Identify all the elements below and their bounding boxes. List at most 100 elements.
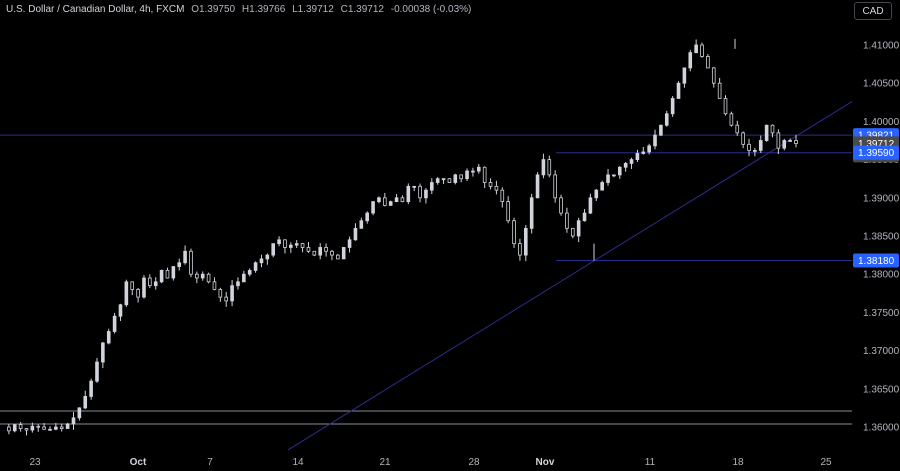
horizontal-levels xyxy=(0,134,852,425)
candle-body xyxy=(330,250,334,256)
candle-body xyxy=(294,243,299,246)
candle-body xyxy=(700,44,704,57)
candle-body xyxy=(424,189,428,199)
candle-body xyxy=(206,273,211,283)
candle-body xyxy=(400,197,405,203)
candle-body xyxy=(764,124,769,141)
candle-body xyxy=(512,220,516,245)
candle-body xyxy=(418,185,422,199)
candle-body xyxy=(324,247,328,252)
price-tick-label: 1.38500 xyxy=(863,232,900,243)
candle-body xyxy=(688,52,693,69)
candle-body xyxy=(183,250,187,264)
close-label: C xyxy=(340,4,348,15)
candle-body xyxy=(165,269,170,279)
time-tick-label: 11 xyxy=(645,457,656,468)
candle-body xyxy=(30,425,35,431)
candle-body xyxy=(83,396,88,409)
candle-body xyxy=(711,67,716,84)
candle-body xyxy=(65,423,70,429)
candle-body xyxy=(336,254,340,260)
candle-body xyxy=(565,212,569,229)
candle-body xyxy=(118,304,123,317)
candle-body xyxy=(758,140,763,151)
candle-body xyxy=(283,239,287,248)
candle-body xyxy=(494,185,499,191)
candle-body xyxy=(130,281,135,290)
candle-body xyxy=(482,166,487,183)
candle-body xyxy=(236,281,240,287)
candle-body xyxy=(242,273,246,283)
candle-body xyxy=(753,150,757,152)
candle-body xyxy=(312,250,317,256)
price-tag-label: 1.39821 xyxy=(858,131,895,142)
candle-body xyxy=(506,201,510,222)
candle-body xyxy=(529,197,534,229)
trendline xyxy=(287,101,853,451)
open-label: O xyxy=(191,4,199,15)
price-tick-label: 1.40500 xyxy=(863,79,900,90)
candle-body xyxy=(523,227,528,256)
high-label: H xyxy=(241,4,250,15)
candle-body xyxy=(453,174,458,183)
candle-body xyxy=(347,239,352,248)
candle-body xyxy=(612,174,616,177)
price-tick-label: 1.38000 xyxy=(863,270,900,281)
candle-body xyxy=(547,159,552,176)
price-tick-label: 1.37000 xyxy=(863,346,900,357)
currency-button[interactable]: CAD xyxy=(854,2,892,20)
symbol-title[interactable]: U.S. Dollar / Canadian Dollar, 4h, FXCM xyxy=(6,4,185,15)
time-tick-label: 7 xyxy=(207,457,213,468)
candle-body xyxy=(218,289,223,298)
candle-body xyxy=(383,197,387,206)
candle-body xyxy=(142,277,146,298)
candle-body xyxy=(36,425,41,428)
candle-body xyxy=(553,174,557,199)
candle-body xyxy=(741,132,745,145)
price-tag xyxy=(853,145,899,160)
low-value: 1.39712 xyxy=(297,4,334,15)
candle-body xyxy=(588,197,593,214)
candle-body xyxy=(153,281,158,287)
candle-body xyxy=(18,424,23,429)
candle-body xyxy=(189,250,193,275)
candle-body xyxy=(676,82,681,99)
candle-body xyxy=(653,134,657,147)
candle-body xyxy=(24,428,29,431)
candle-body xyxy=(776,132,781,149)
candle-body xyxy=(600,182,604,191)
candle-body xyxy=(12,424,17,432)
candle-body xyxy=(617,166,622,176)
candle-body xyxy=(570,227,575,237)
candle-body xyxy=(388,201,393,206)
time-axis[interactable]: 23 Oct 7 14 21 28 Nov 11 18 25 xyxy=(29,457,832,468)
candle-body xyxy=(306,247,311,252)
time-tick-label: 23 xyxy=(29,457,41,468)
price-tick-label: 1.36000 xyxy=(863,423,900,434)
candle-body xyxy=(500,189,505,203)
price-tick-label: 1.40000 xyxy=(863,117,900,128)
candle-body xyxy=(518,243,522,256)
candle-body xyxy=(747,143,751,151)
candle-body xyxy=(48,428,52,431)
candle-body xyxy=(430,182,434,191)
high-value: 1.39766 xyxy=(249,4,286,15)
candle-body xyxy=(629,159,634,164)
chart-legend: U.S. Dollar / Canadian Dollar, 4h, FXCM … xyxy=(6,4,475,15)
candle-body xyxy=(212,281,217,290)
candle-body xyxy=(171,266,176,279)
candle-body xyxy=(289,244,293,248)
candle-body xyxy=(230,285,234,302)
time-tick-label: 18 xyxy=(732,457,744,468)
candle-body xyxy=(694,44,698,54)
candle-body xyxy=(277,239,281,245)
time-tick-label: Oct xyxy=(130,457,147,468)
change-value: -0.00038 (-0.03%) xyxy=(390,4,472,15)
candle-body xyxy=(576,220,581,237)
open-value: 1.39750 xyxy=(198,4,236,15)
candle-body xyxy=(606,174,610,183)
price-axis[interactable]: 1.410001.405001.400001.395001.390001.385… xyxy=(863,41,900,434)
candle-body xyxy=(471,170,475,173)
